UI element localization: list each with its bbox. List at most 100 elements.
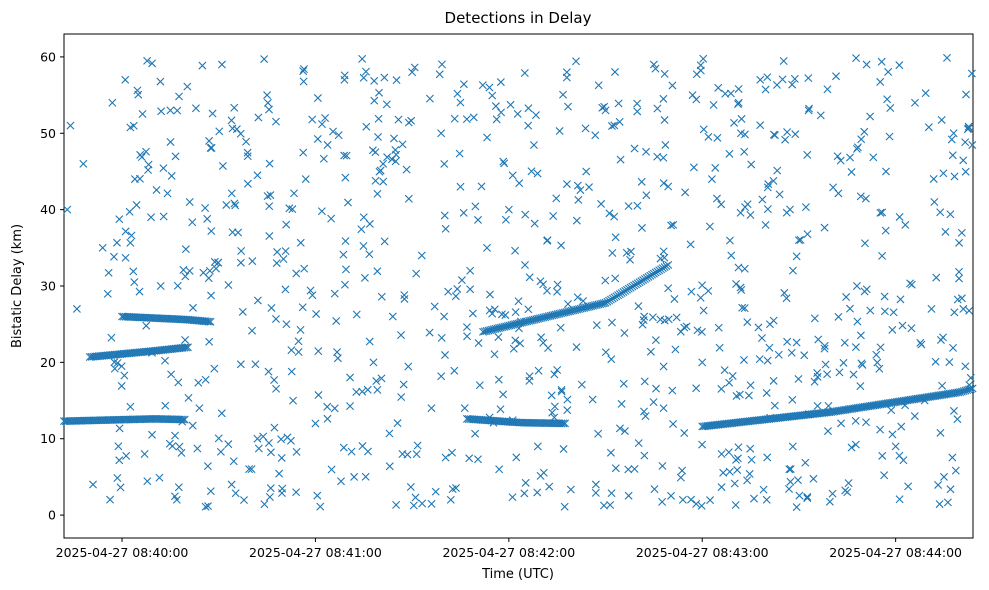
data-point	[730, 118, 739, 127]
data-point	[448, 485, 457, 494]
data-point	[660, 69, 669, 78]
data-point	[121, 227, 130, 236]
data-point	[852, 54, 861, 63]
data-point	[932, 273, 941, 282]
data-point	[849, 370, 858, 379]
data-point	[553, 280, 562, 289]
data-point	[397, 331, 405, 340]
data-point	[308, 115, 317, 124]
data-point	[687, 287, 696, 296]
data-point	[588, 395, 597, 404]
data-point	[652, 384, 661, 393]
data-point	[821, 360, 830, 369]
data-point	[413, 441, 422, 450]
data-point	[440, 159, 449, 168]
data-point	[884, 67, 893, 76]
data-point	[440, 312, 449, 321]
data-point	[724, 448, 733, 457]
data-point	[948, 453, 957, 462]
data-point	[205, 337, 214, 346]
data-point	[840, 338, 849, 347]
data-point	[959, 156, 968, 165]
data-point	[735, 390, 744, 399]
data-point	[358, 54, 367, 63]
data-point	[736, 283, 745, 292]
data-point	[201, 204, 210, 213]
data-point	[574, 195, 583, 204]
data-point	[511, 246, 520, 255]
data-point	[945, 358, 954, 367]
data-point	[965, 380, 974, 389]
data-point	[308, 291, 317, 300]
data-point	[115, 424, 124, 433]
data-point	[951, 466, 960, 475]
data-point	[927, 304, 936, 313]
data-point	[545, 482, 554, 491]
data-point	[582, 167, 591, 176]
data-point	[756, 75, 765, 84]
data-point	[866, 112, 875, 121]
data-point	[437, 372, 446, 381]
data-point	[720, 366, 729, 375]
data-point	[601, 276, 610, 285]
data-point	[676, 473, 685, 482]
data-point	[734, 84, 743, 93]
data-point	[804, 410, 813, 419]
data-point	[448, 448, 456, 457]
data-point	[669, 220, 678, 229]
data-point	[634, 302, 643, 311]
data-point	[793, 476, 802, 485]
data-point	[512, 453, 521, 462]
data-point	[231, 201, 240, 210]
data-point	[872, 350, 881, 359]
data-point	[763, 356, 772, 365]
data-point	[193, 444, 202, 453]
x-tick-label: 2025-04-27 08:40:00	[56, 545, 189, 560]
data-point	[110, 358, 119, 367]
data-point	[692, 499, 701, 508]
data-point	[907, 324, 916, 333]
data-point	[686, 240, 695, 249]
data-point	[224, 281, 233, 289]
data-point	[787, 348, 796, 357]
data-point	[254, 444, 263, 453]
data-point	[382, 100, 391, 109]
data-point	[697, 327, 706, 336]
data-point	[557, 241, 566, 250]
data-point	[203, 214, 212, 223]
data-point	[745, 469, 754, 478]
data-point	[786, 465, 795, 474]
data-point	[651, 64, 660, 73]
data-point	[369, 358, 378, 367]
data-point	[687, 495, 696, 504]
data-point	[661, 140, 670, 149]
data-point	[404, 118, 413, 127]
data-point	[103, 289, 112, 298]
data-point	[579, 296, 588, 305]
data-point	[427, 499, 436, 508]
data-point	[924, 123, 933, 132]
data-point	[816, 111, 825, 120]
data-point	[392, 76, 401, 85]
data-point	[231, 489, 240, 498]
data-point	[659, 362, 668, 371]
data-point	[437, 60, 446, 69]
data-point	[161, 356, 170, 365]
data-point	[425, 328, 434, 337]
data-point	[630, 464, 639, 473]
data-point	[265, 232, 274, 241]
data-point	[680, 323, 689, 332]
data-point	[611, 274, 620, 283]
data-point	[934, 480, 943, 489]
data-point	[769, 176, 778, 185]
data-point	[184, 393, 193, 402]
data-point	[847, 167, 856, 176]
data-point	[267, 303, 276, 312]
data-point	[732, 280, 741, 288]
data-point	[856, 331, 865, 340]
data-point	[167, 171, 176, 180]
data-point	[516, 339, 525, 348]
data-point	[459, 80, 468, 89]
data-point	[757, 334, 766, 343]
data-point	[201, 502, 210, 511]
